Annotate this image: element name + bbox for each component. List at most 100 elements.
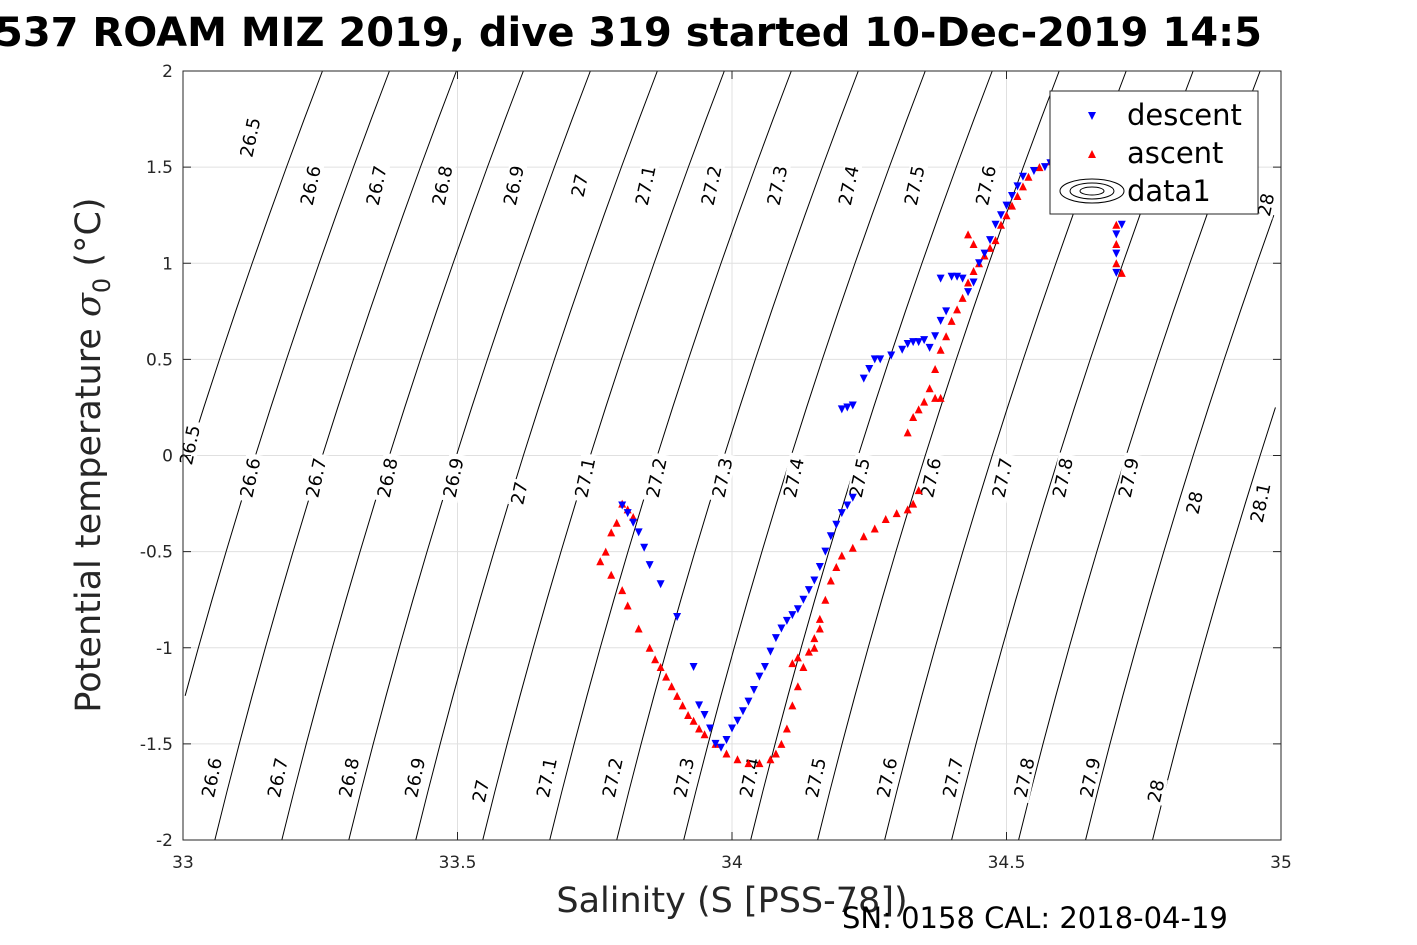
- ascent-point: [810, 643, 819, 652]
- descent-point: [936, 316, 945, 325]
- ascent-point: [1018, 182, 1027, 191]
- descent-point: [1112, 249, 1121, 258]
- contour-label-bg: [763, 160, 792, 211]
- y-tick-label: -2: [156, 831, 173, 851]
- serial-calibration-footer: SN: 0158 CAL: 2018-04-19: [842, 901, 1228, 935]
- descent-point: [618, 501, 627, 510]
- ascent-point: [1035, 163, 1044, 172]
- descent-point: [645, 561, 654, 570]
- contour-label-bg: [439, 452, 468, 504]
- contour-label-bg: [1254, 190, 1278, 220]
- contour-label-group: 28: [1144, 776, 1169, 806]
- isopycnal-27: [415, 70, 658, 841]
- ascent-point: [909, 499, 918, 508]
- ascent-point: [645, 643, 654, 652]
- ascent-point: [634, 624, 643, 633]
- descent-point: [810, 576, 819, 585]
- y-tick-label: 1.5: [146, 158, 173, 178]
- ascent-point: [689, 716, 698, 725]
- descent-point: [925, 343, 934, 352]
- contour-label-bg: [599, 752, 627, 803]
- descent-point: [717, 743, 726, 752]
- descent-point: [848, 493, 857, 502]
- contour-label-bg: [264, 752, 292, 803]
- contour-label-bg: [362, 160, 391, 211]
- ascent-point: [788, 701, 797, 710]
- contour-label-bg: [500, 160, 528, 211]
- contour-label-bg: [1049, 452, 1077, 504]
- descent-point: [969, 278, 978, 287]
- ascent-point: [618, 586, 627, 595]
- y-tick-label: -0.5: [140, 543, 173, 563]
- contour-label-bg: [568, 170, 592, 201]
- descent-point: [640, 543, 649, 552]
- ascent-point: [969, 240, 978, 249]
- descent-point: [629, 518, 638, 527]
- ascent-point: [909, 413, 918, 422]
- contour-label-bg: [802, 752, 830, 803]
- x-tick-label: 35: [1270, 853, 1292, 873]
- ascent-point: [601, 547, 610, 556]
- contour-label-bg: [236, 452, 265, 504]
- descent-point: [975, 259, 984, 268]
- descent-point: [986, 236, 995, 245]
- descent-point: [870, 355, 879, 364]
- ascent-point: [667, 682, 676, 691]
- y-axis-label-symbol: σ: [69, 292, 109, 317]
- ascent-point: [991, 236, 1000, 245]
- ascent-point: [744, 759, 753, 768]
- descent-point: [980, 249, 989, 258]
- legend-ascent-marker: [1088, 150, 1096, 158]
- descent-point: [755, 672, 764, 681]
- y-axis-label-main: Potential temperature: [69, 317, 109, 713]
- descent-point: [1018, 172, 1027, 181]
- descent-point: [815, 563, 824, 572]
- x-tick-label: 33: [172, 853, 194, 873]
- contour-label-bg: [428, 160, 457, 211]
- descent-point: [1112, 230, 1121, 239]
- contour-label-group: 27.3: [763, 160, 792, 211]
- ascent-point: [903, 505, 912, 514]
- x-tick-label: 34.5: [988, 853, 1026, 873]
- descent-point: [799, 595, 808, 604]
- y-tick-label: 2: [162, 62, 173, 82]
- ascent-point: [612, 518, 621, 527]
- descent-point: [1007, 191, 1016, 200]
- isopycnal-26.6: [184, 70, 390, 696]
- descent-point: [749, 686, 758, 695]
- descent-point: [634, 528, 643, 537]
- ascent-point: [964, 230, 973, 239]
- ascent-point: [651, 655, 660, 664]
- descent-point: [832, 520, 841, 529]
- ascent-point: [958, 293, 967, 302]
- ascent-point: [815, 614, 824, 623]
- isopycnal-28.1: [1152, 407, 1276, 841]
- descent-point: [711, 739, 720, 748]
- ascent-point: [678, 701, 687, 710]
- ascent-point: [964, 278, 973, 287]
- y-axis-label: Potential temperature σ0 (°C): [69, 197, 116, 712]
- descent-point: [804, 586, 813, 595]
- descent-point: [673, 612, 682, 621]
- contour-label-bg: [972, 160, 1000, 211]
- ascent-point: [662, 672, 671, 681]
- ascent-point: [656, 662, 665, 671]
- contour-label-bg: [297, 160, 325, 211]
- ascent-point: [815, 624, 824, 633]
- x-axis-label: Salinity (S [PSS-78]): [556, 881, 907, 921]
- contour-label: 27: [469, 778, 494, 805]
- ascent-point: [810, 634, 819, 643]
- descent-point: [782, 616, 791, 625]
- ascent-point: [695, 724, 704, 733]
- ascent-point: [623, 601, 632, 610]
- descent-point: [722, 736, 731, 745]
- contour-label-bg: [1076, 752, 1105, 803]
- descent-point: [623, 509, 632, 518]
- descent-point: [788, 611, 797, 620]
- ascent-point: [859, 532, 868, 541]
- ascent-point: [766, 755, 775, 764]
- contour-label-bg: [670, 752, 698, 803]
- descent-point: [826, 532, 835, 541]
- contour-label-bg: [469, 776, 493, 806]
- descent-point: [865, 364, 874, 373]
